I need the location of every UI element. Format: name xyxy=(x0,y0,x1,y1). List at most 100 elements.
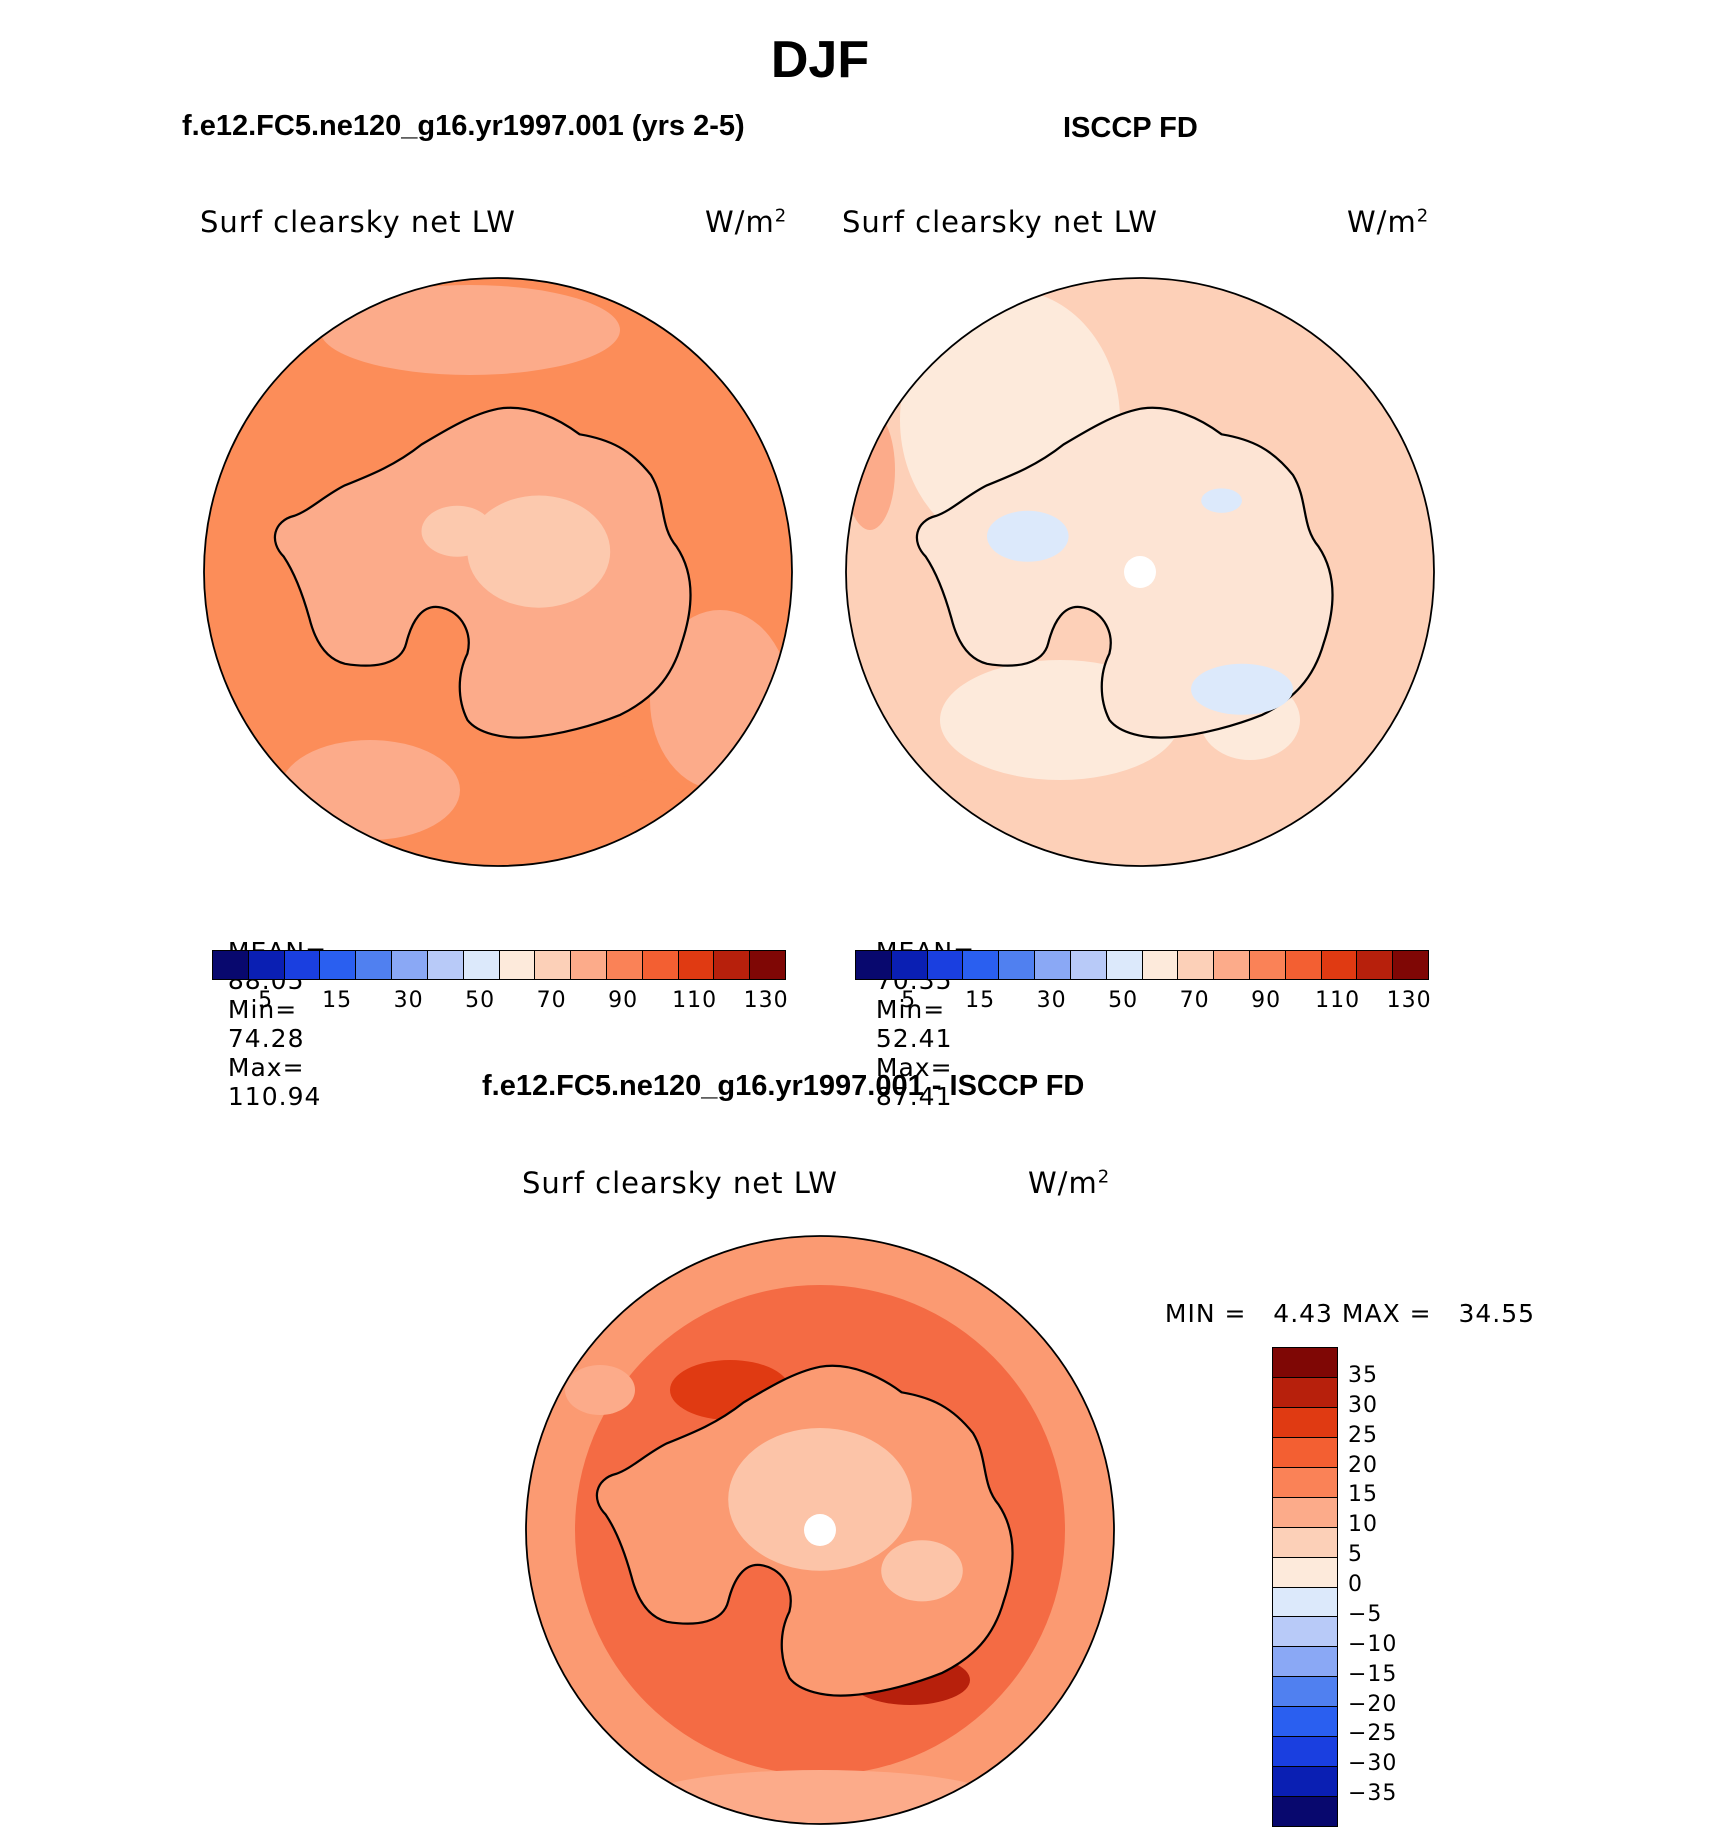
diff-colorbar-swatch xyxy=(1273,1797,1337,1826)
model-max-value: 110.94 xyxy=(227,1082,322,1111)
model-colorbar-tick-label: 15 xyxy=(322,988,353,1013)
model-min-label: Min= xyxy=(227,995,298,1024)
model-case-title: f.e12.FC5.ne120_g16.yr1997.001 (yrs 2-5) xyxy=(182,110,745,142)
diff-colorbar-tick-label: 10 xyxy=(1348,1512,1378,1538)
diff-colorbar-tick-label: 20 xyxy=(1348,1452,1378,1478)
model-colorbar-swatch xyxy=(750,951,785,979)
diff-min-label: MIN = xyxy=(1164,1299,1247,1328)
obs-colorbar-tick-label: 30 xyxy=(1036,988,1067,1013)
diff-colorbar-tick-label: 15 xyxy=(1348,1482,1378,1508)
obs-cool-patch-west xyxy=(987,510,1069,562)
diff-units-text: W/m xyxy=(1028,1166,1098,1200)
model-colorbar-swatch xyxy=(427,951,464,979)
obs-pole-hole xyxy=(1124,556,1156,588)
diff-units-sup: 2 xyxy=(1097,1166,1111,1188)
obs-units-label: W/m2 xyxy=(1347,205,1429,239)
diff-colorbar-swatch xyxy=(1273,1407,1337,1438)
obs-colorbar-tick-label: 15 xyxy=(965,988,996,1013)
obs-colorbar-swatch xyxy=(1249,951,1286,979)
model-variable-label: Surf clearsky net LW xyxy=(200,205,516,239)
diff-colorbar-tick-label: −35 xyxy=(1348,1781,1398,1807)
model-colorbar-swatch xyxy=(678,951,715,979)
model-ocean-patch xyxy=(280,740,460,840)
diff-colorbar-swatch xyxy=(1273,1527,1337,1558)
obs-min-value: 52.41 xyxy=(875,1024,953,1053)
model-colorbar-swatch xyxy=(284,951,321,979)
obs-colorbar-tick-label: 5 xyxy=(901,988,917,1013)
diff-colorbar-swatch xyxy=(1273,1737,1337,1768)
obs-colorbar-swatch xyxy=(1178,951,1215,979)
model-colorbar-swatch xyxy=(213,951,249,979)
diff-colorbar-swatch xyxy=(1273,1557,1337,1588)
model-colorbar-swatch xyxy=(463,951,500,979)
model-colorbar-swatch xyxy=(248,951,285,979)
model-colorbar-swatch xyxy=(642,951,679,979)
obs-colorbar-tick-label: 90 xyxy=(1251,988,1282,1013)
model-colorbar-tick-label: 90 xyxy=(608,988,639,1013)
diff-colorbar-swatch xyxy=(1273,1497,1337,1528)
obs-colorbar-swatch xyxy=(856,951,892,979)
obs-colorbar-swatch xyxy=(1285,951,1322,979)
diff-colorbar-tick-label: −30 xyxy=(1348,1751,1398,1777)
obs-cool-patch-east xyxy=(1191,663,1293,715)
model-colorbar-tick-label: 30 xyxy=(393,988,424,1013)
model-colorbar xyxy=(212,950,786,980)
model-colorbar-swatch xyxy=(571,951,607,979)
diff-colorbar-swatch xyxy=(1273,1767,1337,1798)
obs-units-sup: 2 xyxy=(1416,205,1430,227)
model-interior-west xyxy=(421,505,493,557)
model-colorbar-tick-label: 5 xyxy=(258,988,274,1013)
diff-stats: MIN = 4.43 MAX = 34.55 xyxy=(1147,1270,1535,1328)
diff-colorbar-swatch xyxy=(1273,1467,1337,1498)
diff-min-value: 4.43 xyxy=(1273,1299,1333,1328)
obs-cool-patch-north xyxy=(1201,488,1242,513)
model-colorbar-labels: 5 15 30 50 70 90 110 130 xyxy=(212,988,788,1018)
model-colorbar-swatch xyxy=(356,951,393,979)
model-interior xyxy=(467,495,611,608)
model-colorbar-swatch xyxy=(535,951,572,979)
model-colorbar-swatch xyxy=(392,951,428,979)
diff-cool-patch-west xyxy=(565,1365,635,1415)
diff-colorbar-swatch xyxy=(1273,1677,1337,1708)
obs-colorbar-swatch xyxy=(1070,951,1107,979)
obs-colorbar-swatch xyxy=(963,951,1000,979)
diff-case-title: f.e12.FC5.ne120_g16.yr1997.001 - ISCCP F… xyxy=(482,1070,1085,1102)
diff-colorbar-swatch xyxy=(1273,1437,1337,1468)
diff-map-boundary xyxy=(525,1235,1115,1825)
obs-colorbar-swatch xyxy=(999,951,1036,979)
obs-max-label: Max= xyxy=(875,1053,953,1082)
diff-colorbar xyxy=(1272,1347,1338,1827)
model-ocean-patch-north xyxy=(320,285,620,375)
model-units-sup: 2 xyxy=(774,205,788,227)
diff-colorbar-tick-label: −25 xyxy=(1348,1721,1398,1747)
diff-colorbar-tick-label: −10 xyxy=(1348,1631,1398,1657)
diff-interior-east xyxy=(881,1540,963,1602)
diff-interior xyxy=(728,1428,912,1571)
obs-colorbar-swatch xyxy=(1393,951,1428,979)
obs-variable-label: Surf clearsky net LW xyxy=(842,205,1158,239)
obs-colorbar-swatch xyxy=(1357,951,1394,979)
model-min-value: 74.28 xyxy=(227,1024,305,1053)
model-colorbar-swatch xyxy=(714,951,751,979)
model-colorbar-swatch xyxy=(320,951,357,979)
model-colorbar-tick-label: 130 xyxy=(743,988,789,1013)
model-map xyxy=(203,277,793,867)
diff-colorbar-swatch xyxy=(1273,1587,1337,1618)
figure-title: DJF xyxy=(770,31,870,89)
model-units-text: W/m xyxy=(705,205,775,239)
diff-units-label: W/m2 xyxy=(1028,1166,1110,1200)
obs-colorbar-swatch xyxy=(1214,951,1250,979)
obs-colorbar-tick-label: 110 xyxy=(1315,988,1361,1013)
model-colorbar-swatch xyxy=(499,951,536,979)
obs-min-label: Min= xyxy=(875,995,946,1024)
obs-colorbar-tick-label: 50 xyxy=(1108,988,1139,1013)
diff-colorbar-tick-label: 0 xyxy=(1348,1572,1363,1597)
obs-map xyxy=(845,277,1435,867)
obs-colorbar-tick-label: 130 xyxy=(1386,988,1432,1013)
diff-colorbar-swatch xyxy=(1273,1647,1337,1678)
diff-max-value: 34.55 xyxy=(1458,1299,1536,1328)
diff-colorbar-tick-label: −20 xyxy=(1348,1691,1398,1717)
model-max-label: Max= xyxy=(227,1053,305,1082)
obs-case-title: ISCCP FD xyxy=(1063,112,1198,144)
